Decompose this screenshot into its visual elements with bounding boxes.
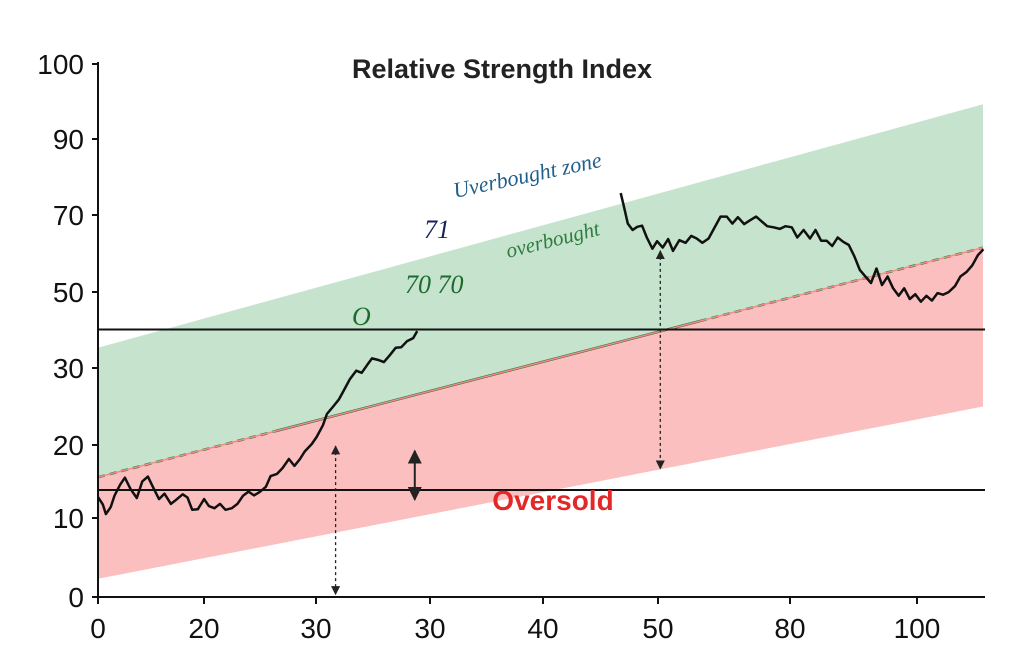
y-ticks: 0 10 20 30 50 70 90 100	[37, 49, 98, 613]
annotation-o: O	[352, 302, 371, 331]
annotation-70-70: 70 70	[405, 270, 464, 299]
y-tick-label: 0	[68, 582, 84, 613]
y-tick-label: 10	[53, 503, 84, 534]
axes	[97, 62, 985, 598]
rsi-line-segment_1	[96, 330, 419, 516]
x-tick-label: 40	[527, 613, 558, 644]
x-ticks: 0 20 30 30 40 50 80 100	[90, 597, 940, 644]
rsi-line-segment_2	[619, 192, 985, 303]
reference-lines	[98, 328, 985, 491]
x-tick-label: 100	[894, 613, 941, 644]
y-tick-label: 70	[53, 200, 84, 231]
arrows	[331, 249, 665, 596]
oversold-label: Oversold	[492, 485, 613, 516]
x-tick-label: 30	[414, 613, 445, 644]
y-tick-label: 90	[53, 124, 84, 155]
x-tick-label: 30	[300, 613, 331, 644]
chart-title: Relative Strength Index	[352, 54, 652, 84]
y-tick-label: 30	[53, 353, 84, 384]
overbought-zone-label: Uverbought zone	[451, 147, 604, 203]
x-tick-label: 20	[188, 613, 219, 644]
overbought-band	[98, 104, 983, 478]
x-tick-label: 50	[642, 613, 673, 644]
oversold-lower-edge	[97, 246, 984, 478]
x-tick-label: 0	[90, 613, 106, 644]
y-tick-label: 20	[53, 430, 84, 461]
y-tick-label: 50	[53, 277, 84, 308]
y-tick-label: 100	[37, 49, 84, 80]
x-tick-label: 80	[774, 613, 805, 644]
annotation-71: 71	[424, 215, 450, 244]
